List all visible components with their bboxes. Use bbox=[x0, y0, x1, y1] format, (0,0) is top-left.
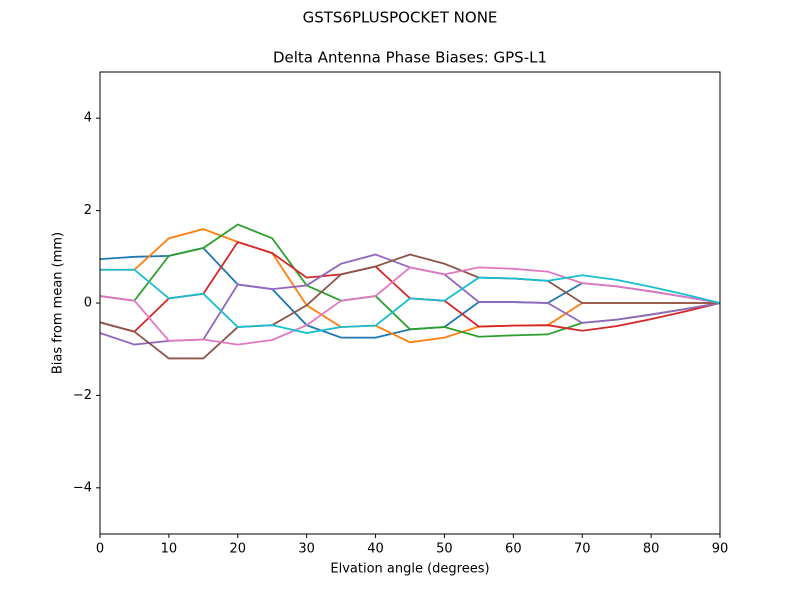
x-tick-label: 40 bbox=[367, 542, 384, 557]
x-tick-label: 50 bbox=[436, 542, 453, 557]
series-line bbox=[99, 253, 720, 360]
x-tick-label: 80 bbox=[643, 542, 660, 557]
plot-frame bbox=[99, 71, 721, 535]
x-axis-label: Elvation angle (degrees) bbox=[330, 562, 489, 577]
series-line bbox=[99, 266, 721, 346]
series-line bbox=[100, 268, 721, 334]
x-tick-label: 90 bbox=[712, 542, 729, 557]
y-axis-label: Bias from mean (mm) bbox=[51, 232, 66, 374]
x-tick-label: 0 bbox=[96, 542, 104, 557]
x-tick-label: 20 bbox=[230, 542, 247, 557]
y-tick-label: 2 bbox=[84, 203, 92, 218]
series-line bbox=[100, 228, 720, 344]
x-tick-label: 30 bbox=[298, 542, 315, 557]
x-tick-label: 10 bbox=[161, 542, 178, 557]
y-tick-label: −2 bbox=[73, 388, 92, 403]
series-line bbox=[99, 223, 721, 338]
y-tick-label: 4 bbox=[84, 111, 92, 126]
figure-title: GSTS6PLUSPOCKET NONE bbox=[303, 9, 498, 27]
x-tick-label: 60 bbox=[505, 542, 522, 557]
y-tick-label: 0 bbox=[84, 296, 92, 311]
chart-title: Delta Antenna Phase Biases: GPS-L1 bbox=[273, 49, 547, 67]
y-tick-label: −4 bbox=[73, 480, 92, 495]
x-tick-label: 70 bbox=[574, 542, 591, 557]
